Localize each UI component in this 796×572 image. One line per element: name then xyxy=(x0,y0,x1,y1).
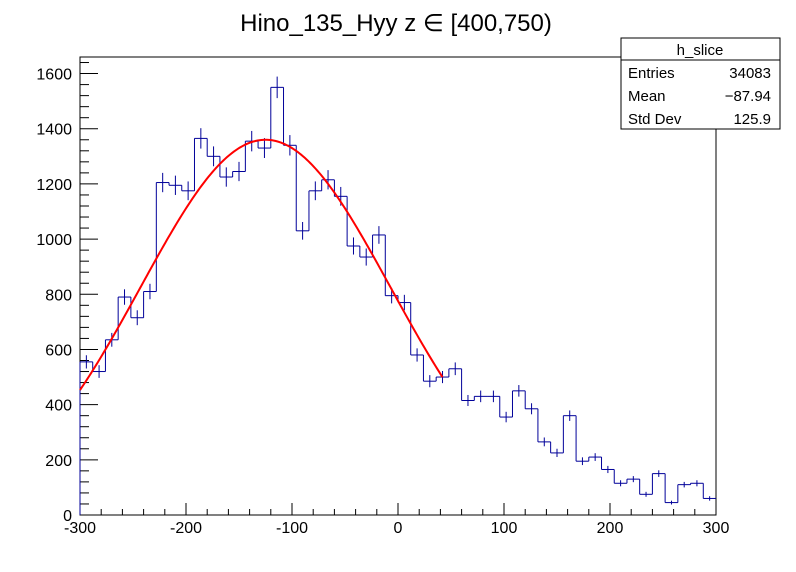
stats-entries-label: Entries xyxy=(628,65,675,82)
x-tick-label: 300 xyxy=(703,520,730,537)
stats-stddev-label: Std Dev xyxy=(628,111,682,128)
stats-box-title: h_slice xyxy=(677,42,724,59)
y-tick-label: 600 xyxy=(45,342,72,359)
fit-curve xyxy=(79,138,444,391)
y-tick-label: 1000 xyxy=(36,232,72,249)
y-tick-label: 1400 xyxy=(36,122,72,139)
gaussian-fit xyxy=(79,138,444,391)
x-tick-label: 0 xyxy=(394,520,403,537)
y-tick-label: 800 xyxy=(45,287,72,304)
stats-mean-label: Mean xyxy=(628,88,666,105)
x-tick-label: -300 xyxy=(64,520,96,537)
x-tick-label: -100 xyxy=(276,520,308,537)
y-axis: 0 200 400 600 800 1000 1200 1400 1600 xyxy=(36,62,98,525)
x-axis: -300 -200 -100 0 100 200 300 xyxy=(64,503,729,537)
stats-entries-value: 34083 xyxy=(729,65,771,82)
y-tick-label: 0 xyxy=(63,508,72,525)
x-tick-label: -200 xyxy=(170,520,202,537)
histogram-series xyxy=(79,86,716,515)
stats-mean-value: −87.94 xyxy=(725,88,771,105)
x-tick-label: 100 xyxy=(491,520,518,537)
y-tick-label: 400 xyxy=(45,398,72,415)
y-tick-label: 1200 xyxy=(36,177,72,194)
x-tick-label: 200 xyxy=(597,520,624,537)
stats-box-frame xyxy=(620,37,781,130)
y-tick-label: 1600 xyxy=(36,67,72,84)
y-tick-label: 200 xyxy=(45,453,72,470)
stats-box: h_slice Entries 34083 Mean −87.94 Std De… xyxy=(620,37,781,130)
chart-title: Hino_135_Hyy z ∈ [400,750) xyxy=(240,10,552,37)
error-bars xyxy=(85,76,711,505)
stats-stddev-value: 125.9 xyxy=(733,111,771,128)
